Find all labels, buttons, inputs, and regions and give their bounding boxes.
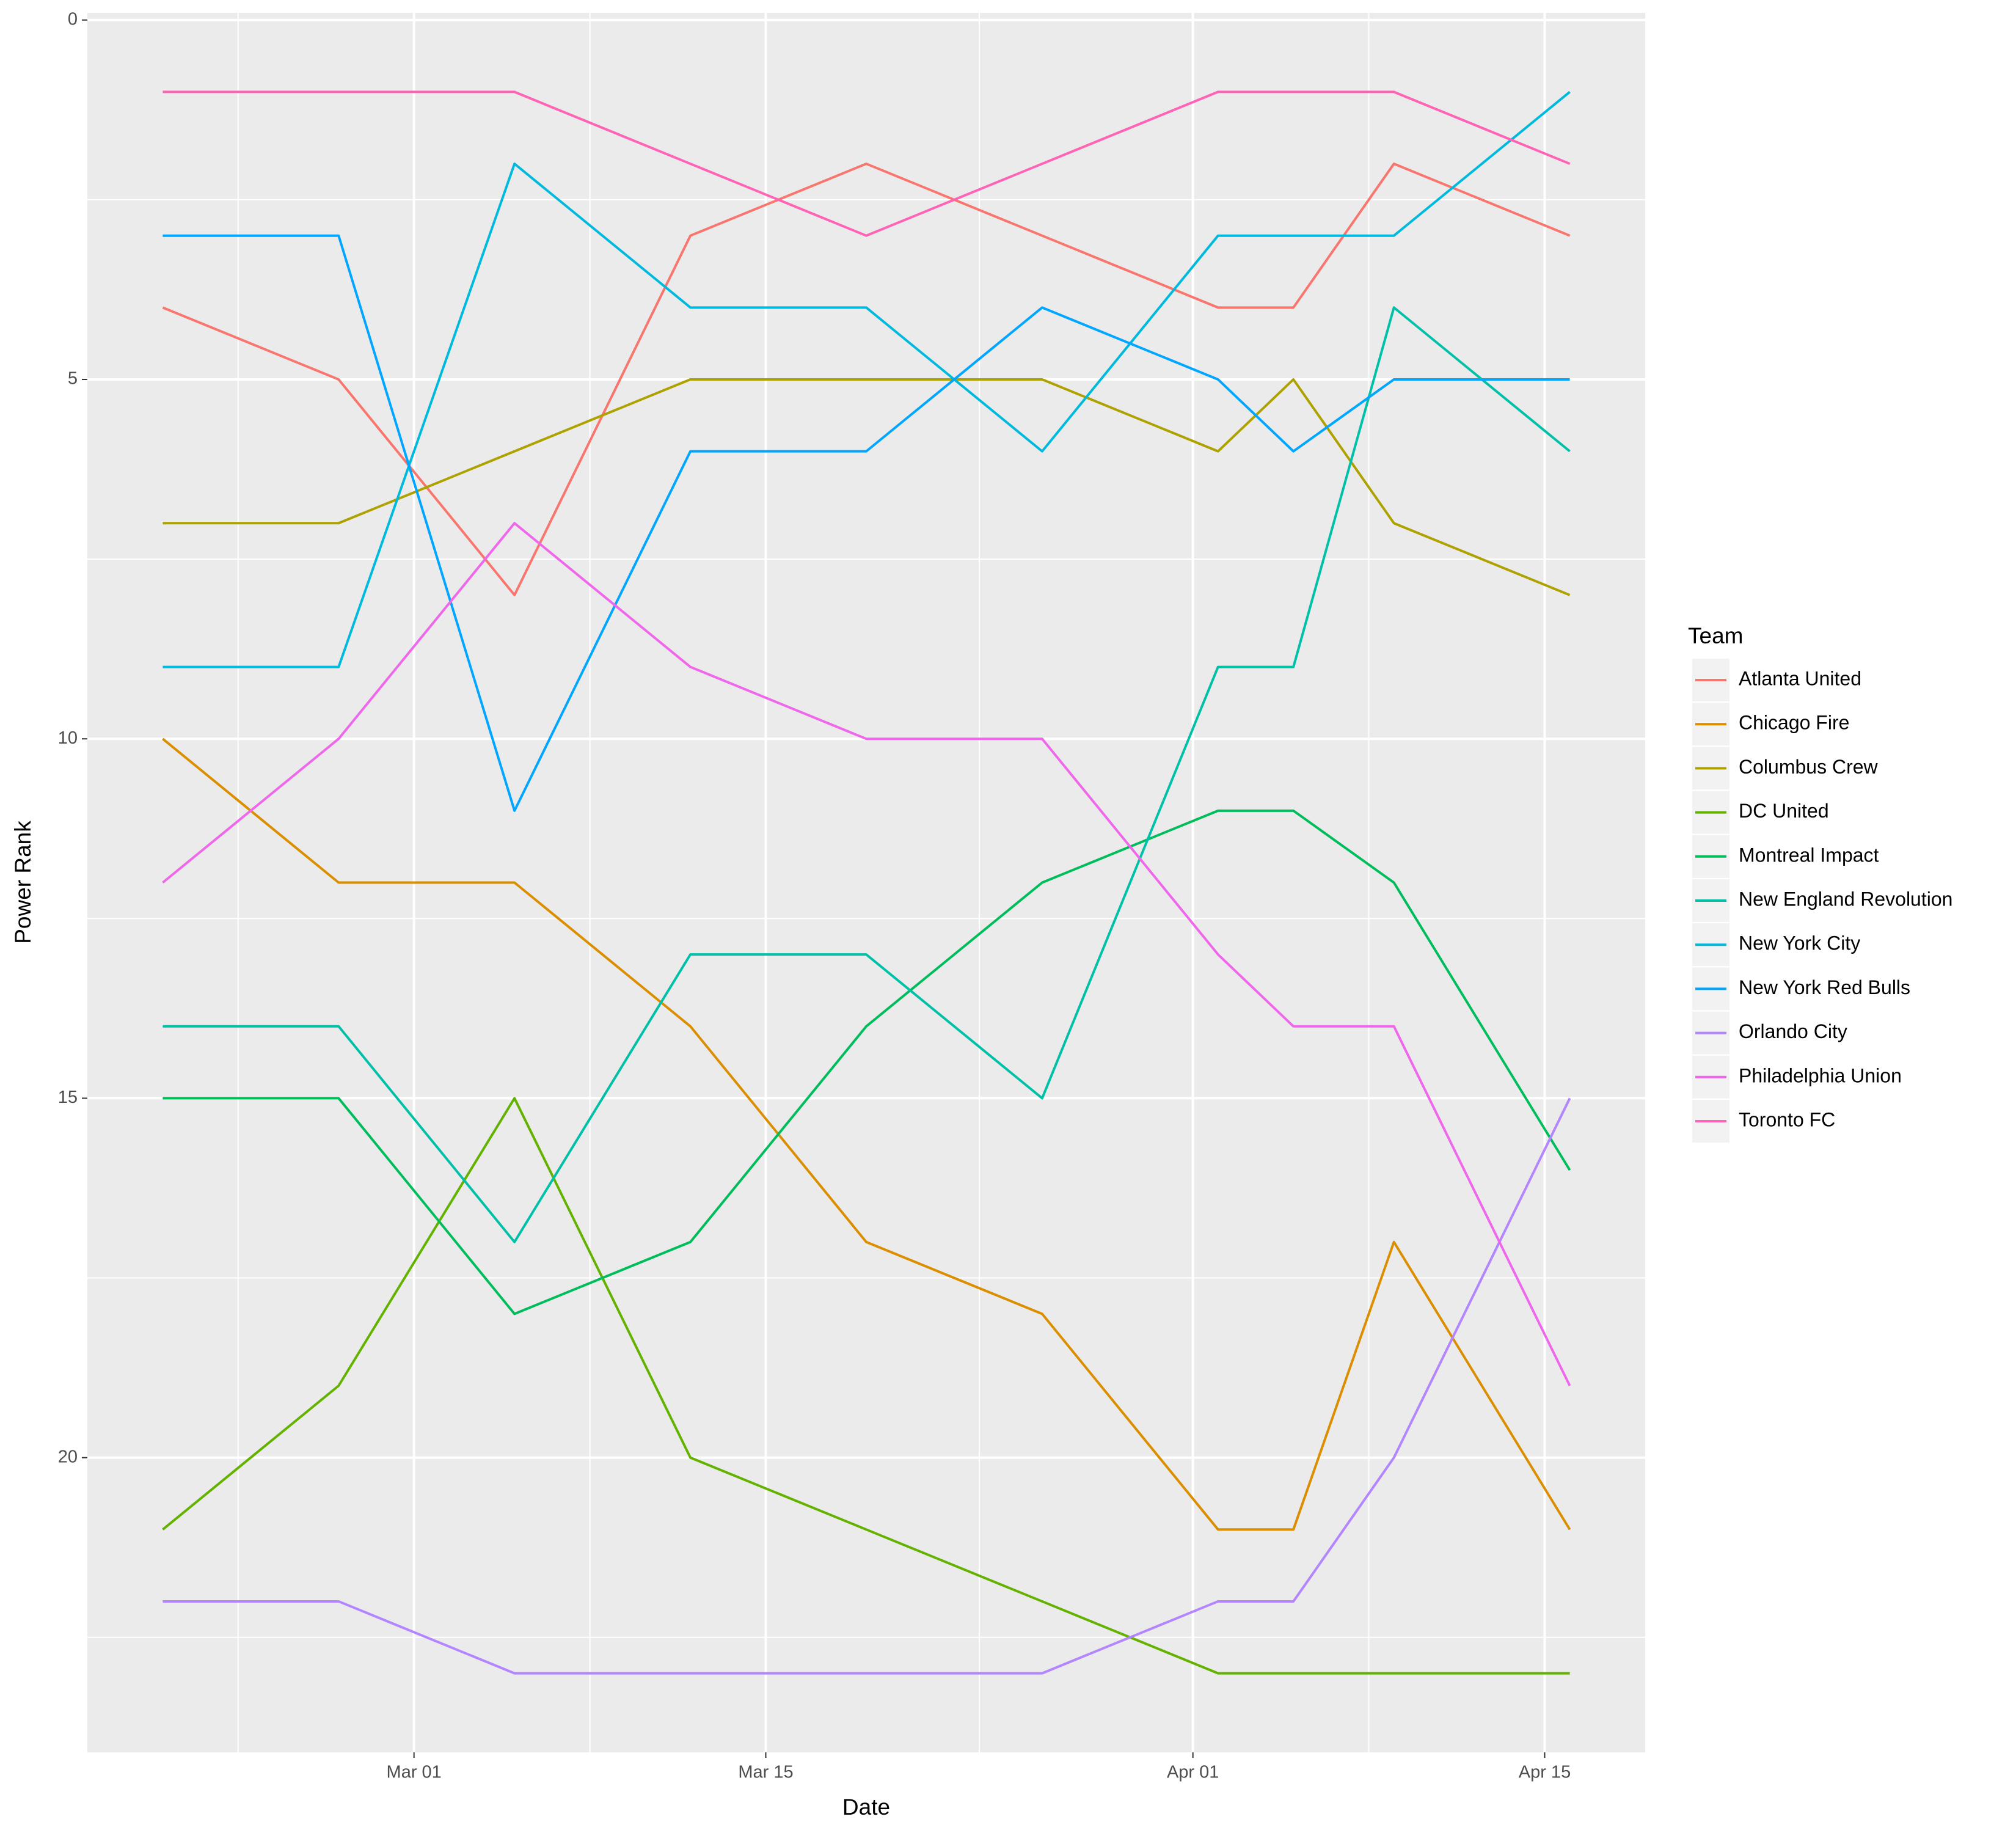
series-line [163, 306, 1571, 1243]
series-line [163, 1097, 1571, 1675]
x-tick-label: Mar 15 [738, 1763, 793, 1782]
y-tick-label: 20 [58, 1447, 78, 1466]
x-tick-label: Apr 01 [1167, 1763, 1219, 1782]
legend-label: New York Red Bulls [1739, 976, 1910, 998]
legend-label: DC United [1739, 800, 1829, 822]
series-line [163, 809, 1571, 1315]
y-axis-title: Power Rank [10, 821, 35, 944]
legend-label: Atlanta United [1739, 667, 1861, 689]
x-axis-title: Date [842, 1795, 890, 1820]
plot-panel [87, 13, 1645, 1752]
series-line [163, 90, 1571, 237]
series-line [162, 522, 1571, 1386]
legend-label: Columbus Crew [1739, 756, 1879, 778]
x-tick-label: Apr 15 [1519, 1763, 1571, 1782]
y-tick-label: 15 [58, 1088, 78, 1107]
legend-title: Team [1688, 623, 1743, 648]
y-tick-label: 10 [58, 728, 78, 748]
legend-label: Toronto FC [1739, 1108, 1835, 1130]
legend-label: New England Revolution [1739, 888, 1952, 910]
y-tick-label: 0 [68, 9, 78, 29]
series-line [162, 1097, 1570, 1675]
legend-label: Montreal Impact [1739, 844, 1879, 866]
legend-label: Philadelphia Union [1739, 1064, 1902, 1086]
x-tick-label: Mar 01 [387, 1763, 442, 1782]
series-line [162, 737, 1571, 1531]
legend-label: Chicago Fire [1739, 712, 1849, 734]
y-tick-label: 5 [68, 369, 78, 389]
legend-label: New York City [1739, 932, 1860, 954]
series-line [163, 234, 1570, 812]
legend-label: Orlando City [1739, 1020, 1847, 1042]
